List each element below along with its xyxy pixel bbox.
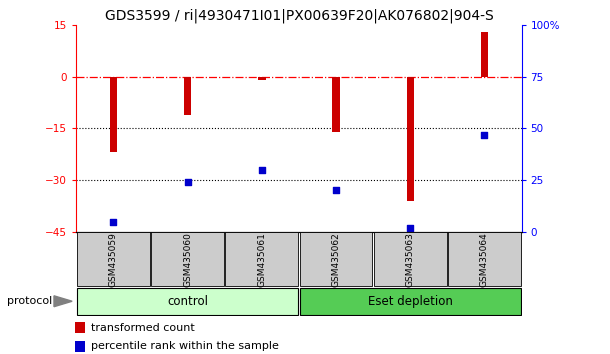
Bar <box>74 341 85 352</box>
Point <box>183 179 193 185</box>
Text: percentile rank within the sample: percentile rank within the sample <box>91 341 279 352</box>
Bar <box>406 76 414 201</box>
Bar <box>184 76 192 115</box>
Bar <box>332 76 340 132</box>
FancyBboxPatch shape <box>151 233 224 286</box>
Text: protocol: protocol <box>7 296 52 306</box>
Text: transformed count: transformed count <box>91 322 195 333</box>
Text: GSM435061: GSM435061 <box>257 232 267 287</box>
Point <box>331 188 341 193</box>
Text: Eset depletion: Eset depletion <box>368 295 453 308</box>
Point <box>405 225 415 230</box>
Bar <box>481 32 488 76</box>
Bar <box>110 76 117 153</box>
Point <box>109 219 118 224</box>
Polygon shape <box>54 296 72 307</box>
Point <box>257 167 267 173</box>
Text: GDS3599 / ri|4930471I01|PX00639F20|AK076802|904-S: GDS3599 / ri|4930471I01|PX00639F20|AK076… <box>104 9 493 23</box>
Text: GSM435060: GSM435060 <box>183 232 192 287</box>
Text: GSM435059: GSM435059 <box>109 232 118 287</box>
FancyBboxPatch shape <box>300 233 372 286</box>
Text: control: control <box>167 295 208 308</box>
Point <box>479 132 489 137</box>
Text: GSM435063: GSM435063 <box>406 232 415 287</box>
FancyBboxPatch shape <box>226 233 298 286</box>
FancyBboxPatch shape <box>374 233 447 286</box>
Bar <box>258 76 265 80</box>
Bar <box>74 322 85 333</box>
FancyBboxPatch shape <box>300 288 521 315</box>
Text: GSM435064: GSM435064 <box>480 232 489 287</box>
FancyBboxPatch shape <box>77 233 149 286</box>
Text: GSM435062: GSM435062 <box>331 232 340 287</box>
FancyBboxPatch shape <box>77 288 298 315</box>
FancyBboxPatch shape <box>448 233 521 286</box>
